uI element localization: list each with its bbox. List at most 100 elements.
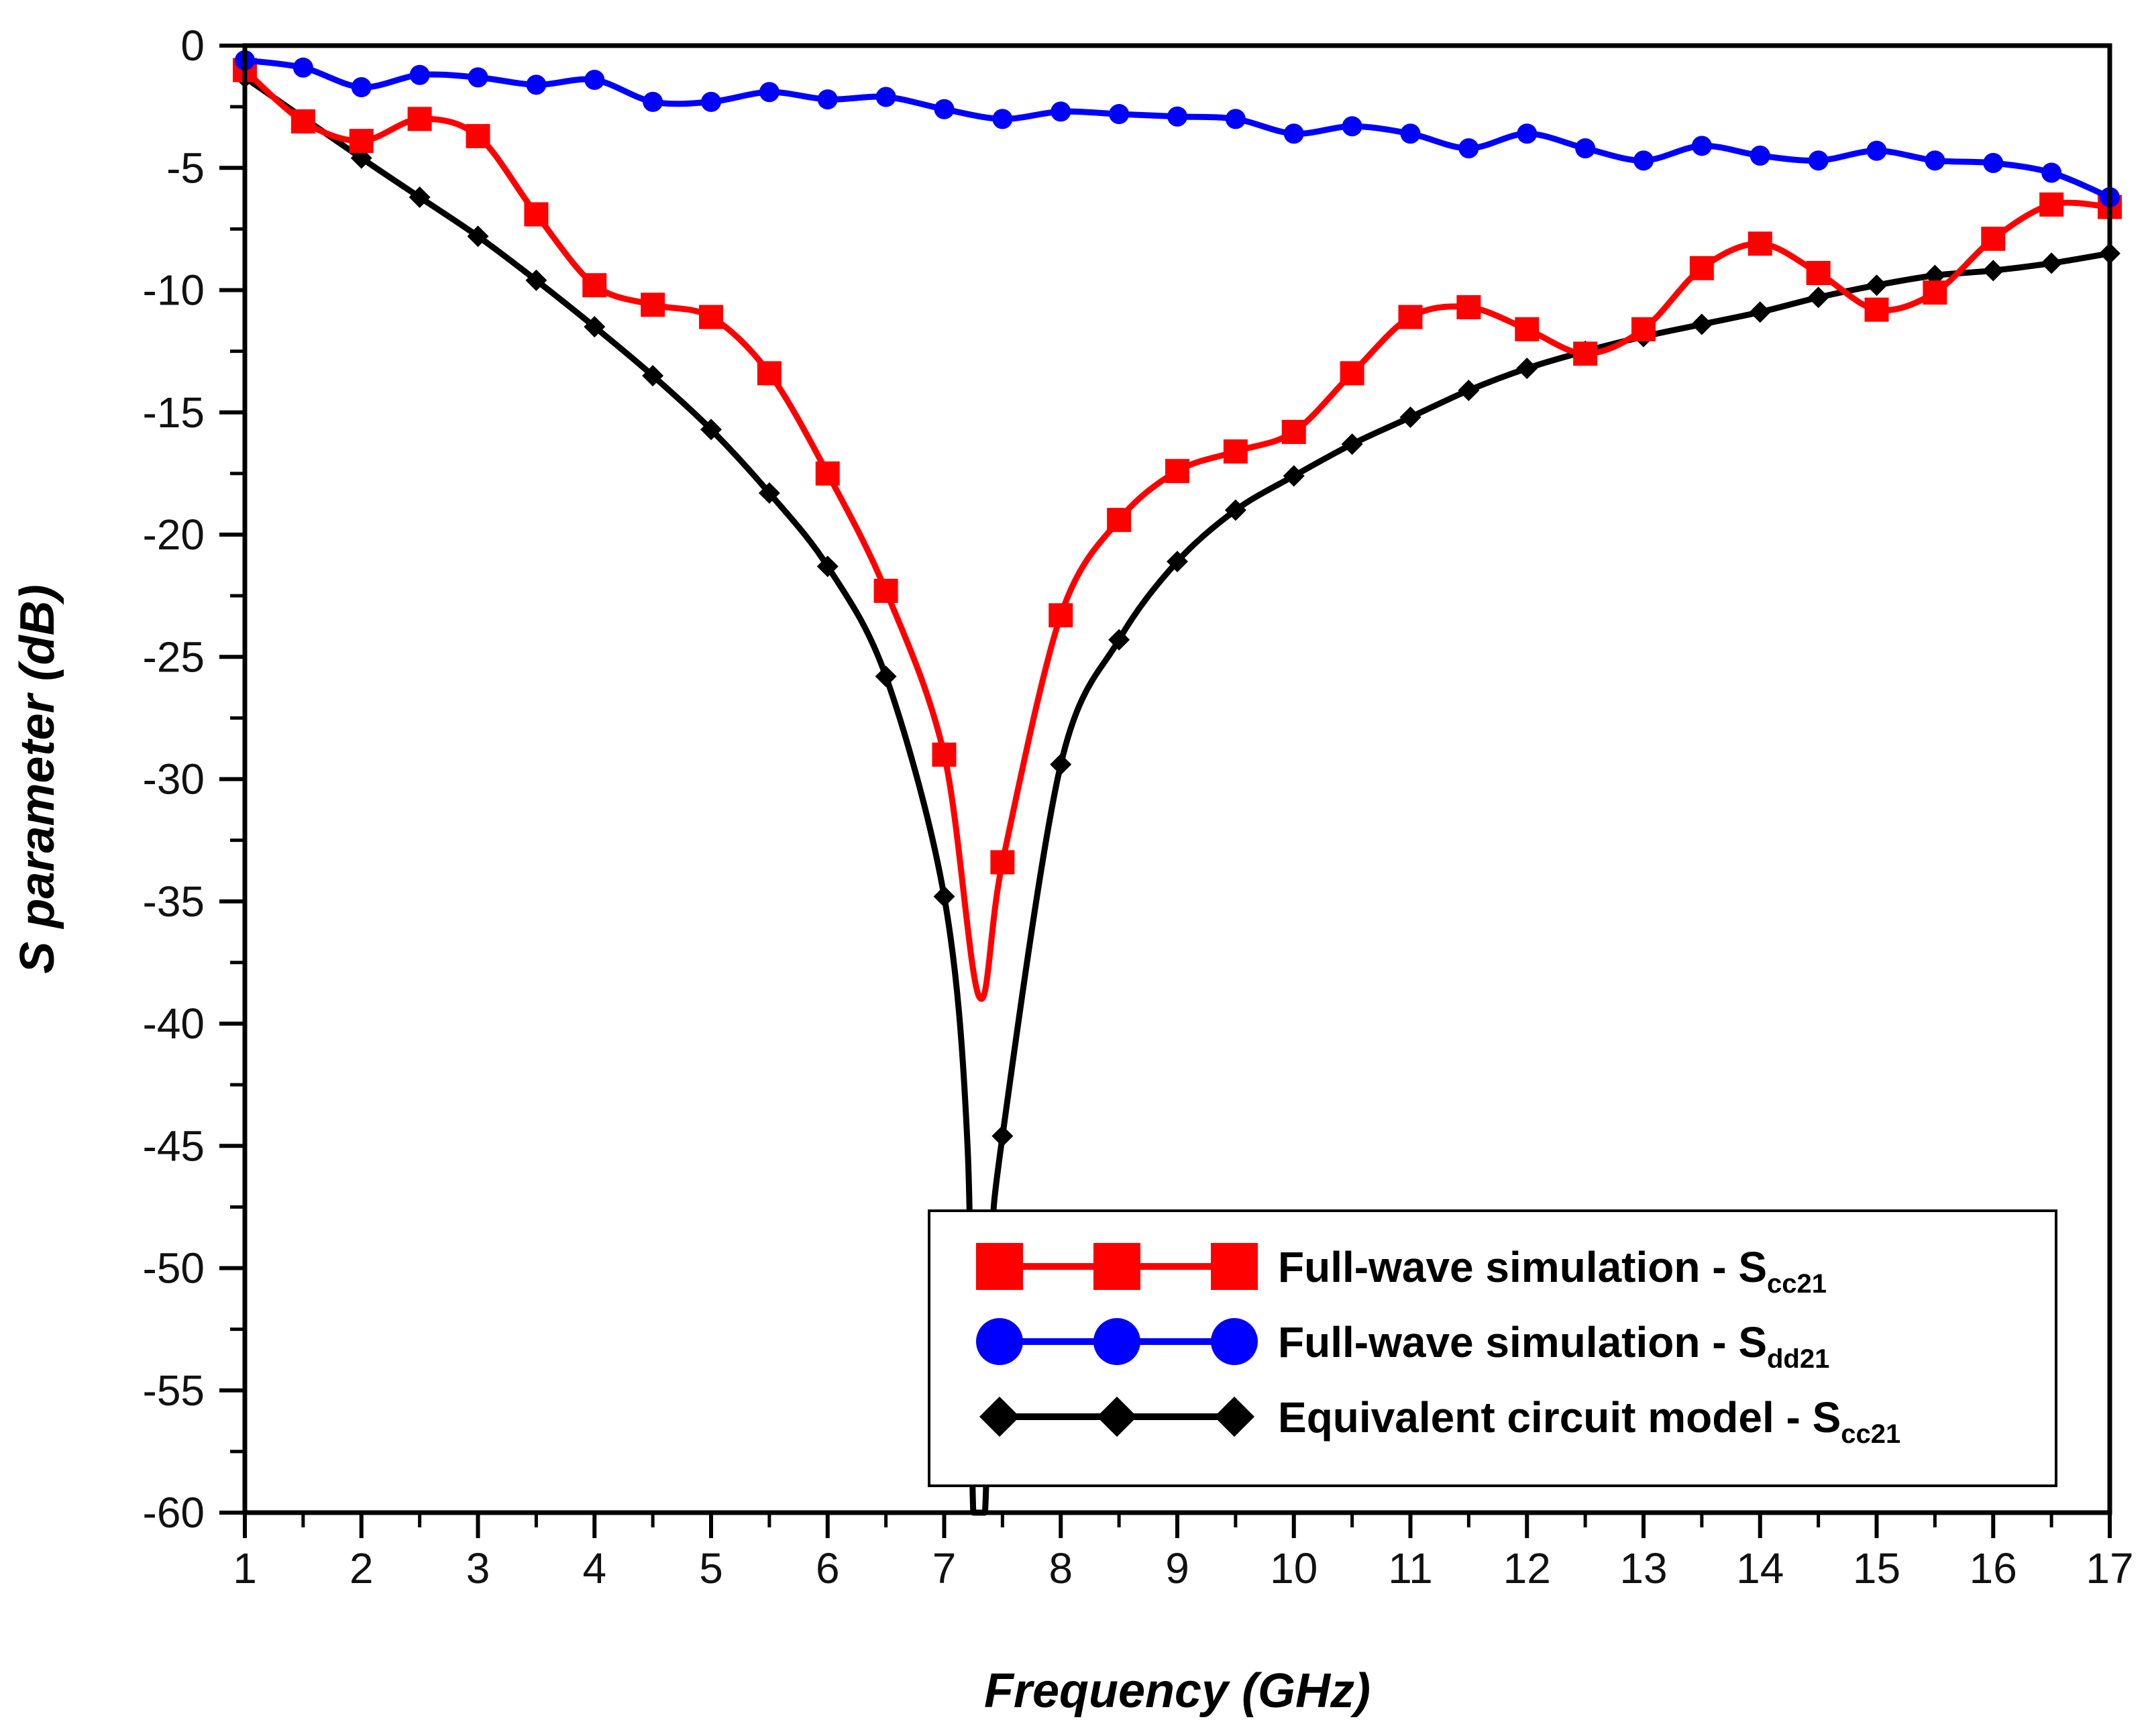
data-point bbox=[1283, 123, 1304, 144]
data-point bbox=[1283, 465, 1305, 487]
legend-label-main: Full-wave simulation - S bbox=[1278, 1318, 1767, 1366]
legend-label: Equivalent circuit model - Scc21 bbox=[1278, 1393, 1900, 1449]
x-tick-label: 15 bbox=[1853, 1544, 1900, 1592]
data-point bbox=[642, 365, 664, 387]
y-tick-label: -60 bbox=[143, 1488, 205, 1537]
series-square bbox=[233, 58, 2122, 1002]
y-tick-label: -30 bbox=[143, 755, 205, 804]
data-point bbox=[582, 273, 607, 298]
x-tick-label: 5 bbox=[699, 1544, 723, 1592]
data-point bbox=[409, 186, 431, 208]
y-tick-label: -5 bbox=[166, 144, 205, 192]
x-tick-label: 9 bbox=[1165, 1544, 1189, 1592]
data-point bbox=[524, 202, 549, 227]
axes: 1 2 3 4 5 6 7 8 9 10 11 12 13 14 15 16 170-5-10-15-20-25… bbox=[143, 21, 2134, 1592]
legend-marker bbox=[1093, 1318, 1140, 1365]
data-point bbox=[1108, 629, 1130, 651]
legend-entry: Equivalent circuit model - Scc21 bbox=[979, 1393, 1900, 1449]
data-point bbox=[1049, 603, 1073, 628]
data-point bbox=[933, 885, 955, 908]
x-tick-label: 12 bbox=[1503, 1544, 1551, 1592]
data-point bbox=[584, 70, 605, 91]
data-point bbox=[758, 482, 780, 504]
data-point bbox=[1399, 406, 1421, 429]
data-point bbox=[526, 74, 547, 95]
legend-label-subscript: dd21 bbox=[1767, 1344, 1829, 1374]
legend-marker bbox=[1214, 1397, 1254, 1437]
x-tick-label: 8 bbox=[1049, 1544, 1073, 1592]
data-point bbox=[700, 419, 722, 441]
data-point bbox=[1690, 313, 1713, 335]
legend-marker bbox=[976, 1318, 1023, 1365]
data-point bbox=[292, 57, 313, 78]
data-point bbox=[992, 109, 1013, 129]
legend-marker bbox=[976, 1243, 1023, 1290]
data-point bbox=[1750, 146, 1770, 166]
data-point bbox=[1165, 459, 1189, 484]
data-point bbox=[1107, 508, 1132, 533]
data-point bbox=[1923, 280, 1947, 305]
data-point bbox=[1981, 226, 2006, 251]
data-point bbox=[990, 850, 1015, 875]
data-point bbox=[1806, 260, 1831, 285]
data-point bbox=[1515, 317, 1540, 341]
data-point bbox=[873, 578, 898, 603]
series-layer bbox=[233, 50, 2122, 1516]
x-tick-label: 13 bbox=[1619, 1544, 1667, 1592]
data-point bbox=[2039, 192, 2064, 217]
x-tick-label: 17 bbox=[2086, 1544, 2133, 1592]
y-tick-label: -45 bbox=[143, 1122, 205, 1170]
data-point bbox=[759, 82, 780, 103]
x-tick-label: 2 bbox=[350, 1544, 374, 1592]
legend-label-subscript: cc21 bbox=[1767, 1269, 1827, 1299]
data-point bbox=[1398, 305, 1423, 329]
x-tick-label: 11 bbox=[1388, 1544, 1432, 1592]
data-point bbox=[875, 87, 896, 107]
legend-marker bbox=[1211, 1243, 1258, 1290]
data-point bbox=[468, 67, 488, 88]
data-point bbox=[1456, 295, 1481, 320]
data-point bbox=[1808, 150, 1829, 171]
legend-marker bbox=[1211, 1318, 1258, 1365]
data-point bbox=[351, 76, 372, 97]
data-point bbox=[757, 361, 782, 386]
data-point bbox=[1517, 123, 1538, 144]
data-point bbox=[1400, 123, 1421, 144]
data-point bbox=[525, 269, 547, 291]
data-point bbox=[1458, 379, 1480, 401]
y-tick-label: 0 bbox=[180, 21, 205, 70]
data-point bbox=[816, 555, 839, 578]
legend-marker bbox=[1097, 1397, 1137, 1437]
data-point bbox=[991, 1125, 1014, 1147]
data-point bbox=[934, 99, 955, 119]
data-point bbox=[817, 89, 838, 110]
x-tick-label: 3 bbox=[466, 1544, 490, 1592]
data-point bbox=[1223, 439, 1248, 464]
data-point bbox=[815, 461, 840, 486]
data-point bbox=[2041, 252, 2063, 274]
data-point bbox=[349, 129, 374, 154]
data-point bbox=[1748, 231, 1772, 256]
x-tick-label: 7 bbox=[932, 1544, 957, 1592]
data-point bbox=[1051, 101, 1071, 122]
data-point bbox=[699, 305, 723, 329]
legend-marker bbox=[979, 1397, 1020, 1437]
data-point bbox=[1866, 274, 1888, 296]
data-point bbox=[1340, 361, 1364, 386]
data-point bbox=[1573, 341, 1598, 366]
data-point bbox=[409, 64, 430, 85]
data-point bbox=[1691, 135, 1712, 156]
legend-label-main: Full-wave simulation - S bbox=[1278, 1243, 1767, 1291]
data-point bbox=[2041, 162, 2062, 183]
y-tick-label: -10 bbox=[143, 266, 205, 315]
y-tick-label: -20 bbox=[143, 510, 205, 559]
data-point bbox=[1749, 301, 1771, 323]
data-point bbox=[584, 316, 606, 338]
y-tick-label: -50 bbox=[143, 1244, 205, 1293]
series-circle bbox=[235, 50, 2120, 207]
legend-label: Full-wave simulation - Scc21 bbox=[1278, 1243, 1827, 1299]
data-point bbox=[1050, 753, 1072, 775]
y-tick-label: -40 bbox=[143, 999, 205, 1048]
